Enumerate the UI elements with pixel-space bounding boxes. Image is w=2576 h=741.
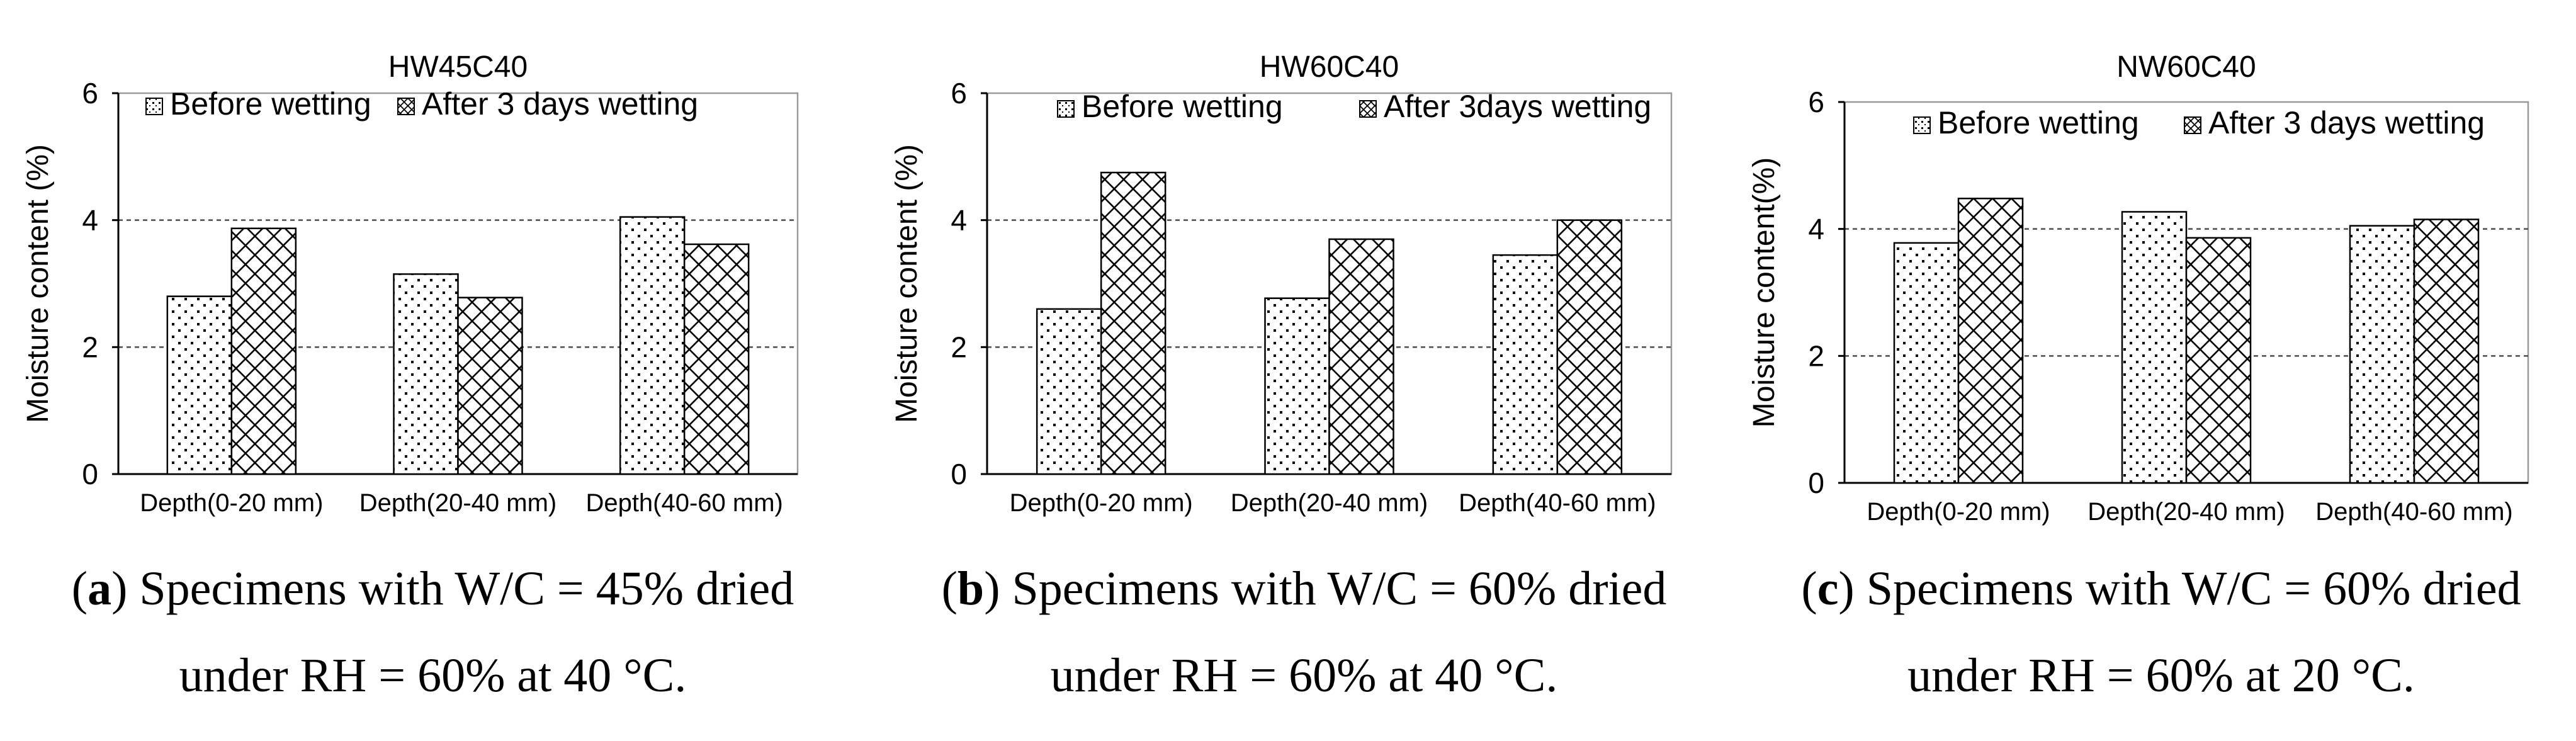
x-category-label: Depth(20-40 mm) [359, 489, 556, 517]
legend-swatch-after [2184, 116, 2201, 134]
caption-line-2: under RH = 60% at 40 °C. [1051, 649, 1558, 702]
legend-label-before: Before wetting [1082, 89, 1283, 124]
y-axis-label: Moisture content(%) [1748, 157, 1781, 428]
chart-panel-a: 0 2 4 6 Moisture content (%) HW45C40 Depth(0-2… [21, 50, 799, 702]
bar-before-2 [2121, 211, 2188, 484]
bar-before-2 [1264, 297, 1330, 475]
y-axis-label: Moisture content (%) [21, 144, 55, 423]
bar-after-1 [1100, 171, 1167, 475]
bar-after-3 [683, 243, 750, 475]
chart-title: HW60C40 [1260, 50, 1399, 84]
y-tick-label: 6 [82, 77, 98, 110]
y-axis-label: Moisture content (%) [890, 144, 924, 423]
x-category-label: Depth(20-40 mm) [1231, 489, 1428, 517]
y-tick-label: 0 [82, 458, 98, 490]
caption-line-1: (b) Specimens with W/C = 60% dried [942, 562, 1667, 615]
legend-swatch-before [145, 98, 163, 115]
bar-before-3 [1492, 254, 1559, 475]
caption-line-2: under RH = 60% at 20 °C. [1907, 649, 2415, 702]
caption-line-1: (a) Specimens with W/C = 45% dried [72, 562, 794, 615]
bar-before-1 [166, 295, 233, 475]
bar-after-1 [1957, 198, 2024, 484]
legend-swatch-after [397, 98, 415, 115]
y-tick-label: 2 [951, 331, 967, 363]
bar-before-3 [2349, 225, 2415, 484]
x-category-label: Depth(40-60 mm) [1459, 489, 1656, 517]
bar-after-2 [457, 297, 523, 475]
y-tick-label: 0 [1808, 467, 1824, 499]
y-tick-label: 0 [951, 458, 967, 490]
legend-label-after: After 3days wetting [1384, 89, 1651, 124]
caption-line-2: under RH = 60% at 40 °C. [179, 649, 687, 702]
y-tick-label: 2 [1808, 339, 1824, 372]
legend-label-before: Before wetting [1938, 105, 2139, 140]
caption-line-1: (c) Specimens with W/C = 60% dried [1801, 562, 2521, 615]
bar-before-2 [393, 273, 459, 475]
legend-label-after: After 3 days wetting [422, 86, 698, 122]
caption-label: a [88, 562, 111, 615]
bar-before-1 [1036, 308, 1102, 475]
legend-swatch-before [1913, 116, 1931, 134]
x-category-label: Depth(0-20 mm) [1010, 489, 1193, 517]
x-category-label: Depth(20-40 mm) [2087, 498, 2285, 526]
legend-label-before: Before wetting [170, 86, 371, 122]
legend-swatch-after [1359, 100, 1377, 118]
y-tick-label: 2 [82, 331, 98, 363]
legend-swatch-before [1057, 100, 1075, 118]
bar-before-3 [619, 216, 686, 475]
y-tick-label: 6 [1808, 86, 1824, 118]
bar-after-3 [1556, 219, 1623, 475]
chart-title: NW60C40 [2116, 50, 2256, 84]
bar-after-2 [2185, 237, 2252, 484]
x-category-label: Depth(0-20 mm) [1867, 498, 2050, 526]
x-category-label: Depth(40-60 mm) [585, 489, 782, 517]
bar-after-2 [1328, 238, 1394, 475]
bar-after-3 [2413, 218, 2480, 484]
y-tick-label: 6 [951, 77, 967, 110]
caption-label: c [1817, 562, 1839, 615]
chart-panel-b: 0 2 4 6 Moisture content (%) HW60C40 Depth(0-2… [890, 50, 1673, 702]
y-tick-label: 4 [82, 204, 98, 237]
y-tick-label: 4 [1808, 213, 1824, 246]
bar-before-1 [1893, 242, 1960, 484]
chart-title: HW45C40 [388, 50, 528, 84]
x-category-label: Depth(40-60 mm) [2315, 498, 2512, 526]
bar-after-1 [230, 227, 297, 475]
y-tick-label: 4 [951, 204, 967, 237]
caption-label: b [958, 562, 984, 615]
chart-panel-c: 0 2 4 6 Moisture content(%) NW60C40 Depth(0-20… [1748, 50, 2529, 702]
x-category-label: Depth(0-20 mm) [140, 489, 323, 517]
legend-label-after: After 3 days wetting [2208, 105, 2485, 140]
